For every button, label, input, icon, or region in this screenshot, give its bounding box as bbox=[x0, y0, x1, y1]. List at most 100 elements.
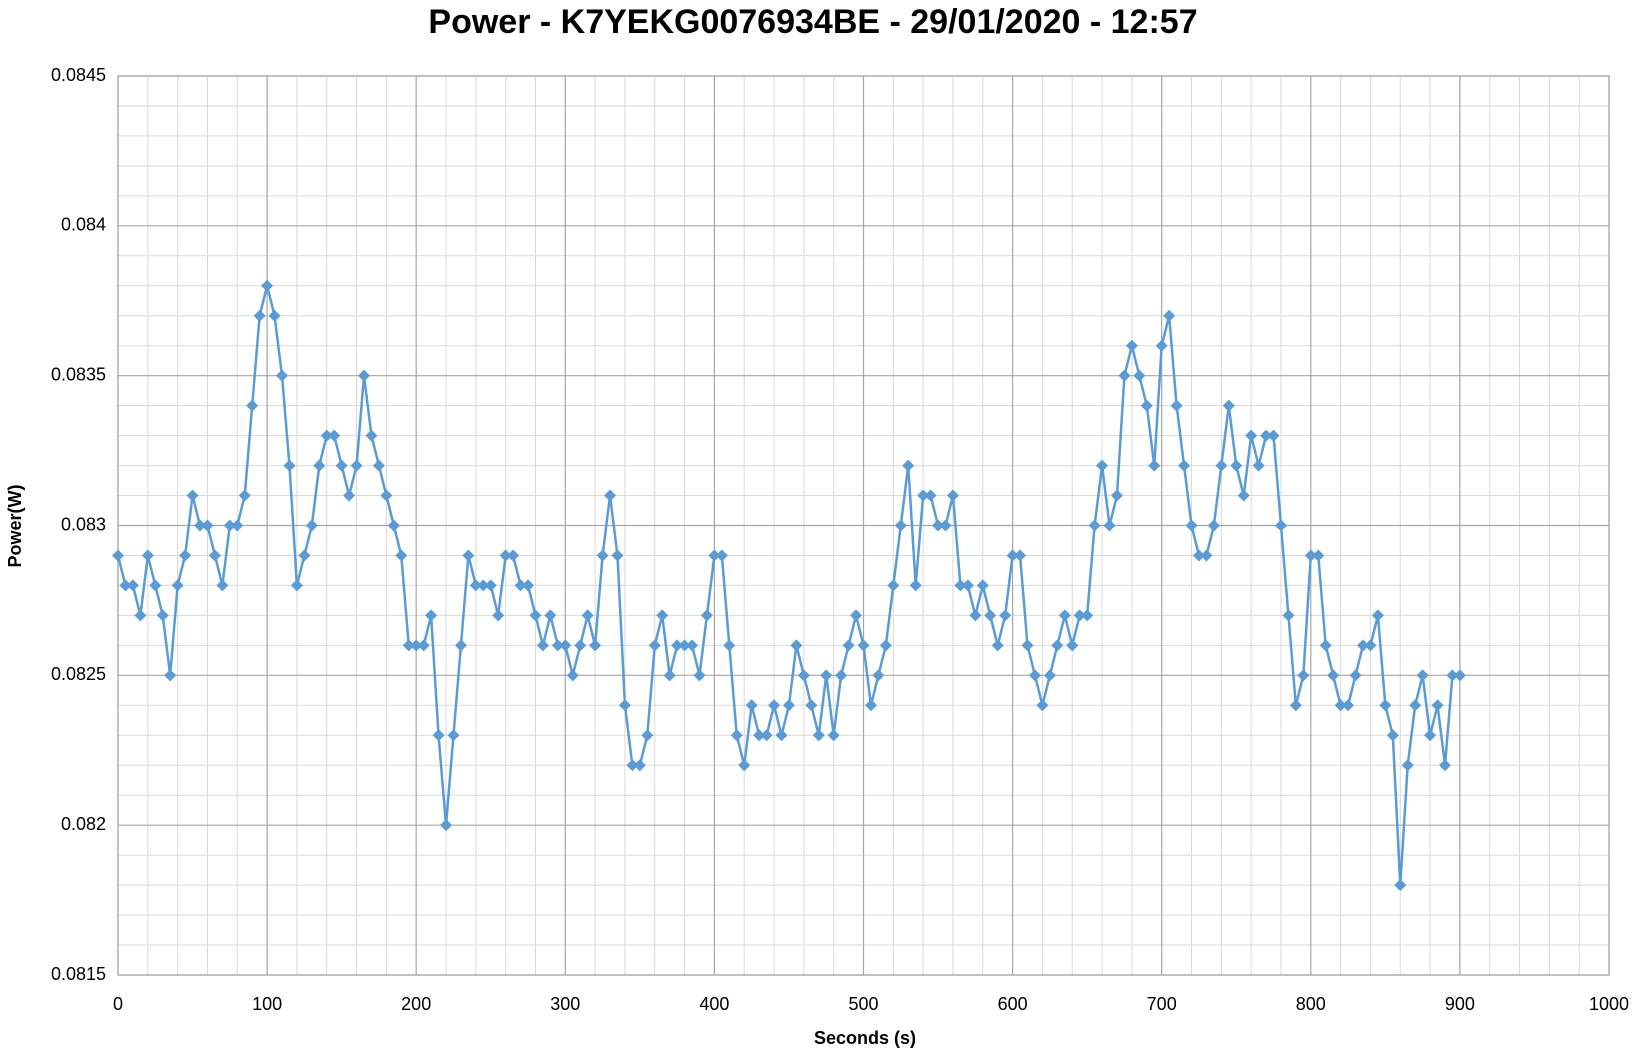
data-point bbox=[969, 609, 982, 622]
data-point bbox=[648, 639, 661, 652]
data-point bbox=[298, 549, 311, 562]
data-point bbox=[723, 639, 736, 652]
data-point bbox=[566, 669, 579, 682]
data-point bbox=[343, 489, 356, 502]
data-point bbox=[633, 759, 646, 772]
data-point bbox=[946, 489, 959, 502]
data-point bbox=[1133, 369, 1146, 382]
data-point bbox=[768, 699, 781, 712]
data-point bbox=[1207, 519, 1220, 532]
data-point bbox=[902, 459, 915, 472]
data-point bbox=[477, 579, 490, 592]
chart-title: Power - K7YEKG0076934BE - 29/01/2020 - 1… bbox=[428, 3, 1197, 41]
data-point bbox=[134, 609, 147, 622]
data-point bbox=[425, 609, 438, 622]
data-point bbox=[1088, 519, 1101, 532]
data-point bbox=[693, 669, 706, 682]
data-point bbox=[358, 369, 371, 382]
data-point bbox=[551, 639, 564, 652]
data-point bbox=[529, 609, 542, 622]
data-point bbox=[365, 429, 378, 442]
x-tick-label: 900 bbox=[1445, 994, 1475, 1014]
data-point bbox=[1386, 729, 1399, 742]
data-point bbox=[149, 579, 162, 592]
data-point bbox=[1006, 549, 1019, 562]
y-tick-label: 0.0815 bbox=[51, 964, 106, 984]
data-point bbox=[305, 519, 318, 532]
data-point bbox=[961, 579, 974, 592]
data-point bbox=[1356, 639, 1369, 652]
data-point bbox=[1289, 699, 1302, 712]
data-point bbox=[156, 609, 169, 622]
data-point bbox=[1043, 669, 1056, 682]
data-point bbox=[186, 489, 199, 502]
data-point bbox=[589, 639, 602, 652]
data-point bbox=[328, 429, 341, 442]
data-point bbox=[1304, 549, 1317, 562]
data-point bbox=[380, 489, 393, 502]
data-point bbox=[1446, 669, 1459, 682]
data-point bbox=[1125, 339, 1138, 352]
data-point bbox=[1349, 669, 1362, 682]
data-point bbox=[864, 699, 877, 712]
data-point bbox=[991, 639, 1004, 652]
data-point bbox=[1379, 699, 1392, 712]
data-point bbox=[1260, 429, 1273, 442]
data-point bbox=[223, 519, 236, 532]
data-point bbox=[522, 579, 535, 592]
data-point bbox=[1163, 309, 1176, 322]
data-point bbox=[126, 579, 139, 592]
data-point bbox=[775, 729, 788, 742]
data-point bbox=[1364, 639, 1377, 652]
data-point bbox=[1334, 699, 1347, 712]
data-point bbox=[1073, 609, 1086, 622]
data-point bbox=[1185, 519, 1198, 532]
data-point bbox=[596, 549, 609, 562]
x-axis-title: Seconds (s) bbox=[814, 1028, 916, 1048]
data-point bbox=[715, 549, 728, 562]
data-point bbox=[686, 639, 699, 652]
data-point bbox=[745, 699, 758, 712]
data-point bbox=[708, 549, 721, 562]
data-point bbox=[782, 699, 795, 712]
data-point bbox=[1192, 549, 1205, 562]
data-point bbox=[387, 519, 400, 532]
data-point bbox=[559, 639, 572, 652]
data-point bbox=[1021, 639, 1034, 652]
data-point bbox=[887, 579, 900, 592]
data-point bbox=[1096, 459, 1109, 472]
data-point bbox=[208, 549, 221, 562]
data-point bbox=[999, 609, 1012, 622]
data-point bbox=[514, 579, 527, 592]
data-point bbox=[350, 459, 363, 472]
data-point bbox=[171, 579, 184, 592]
data-point bbox=[1110, 489, 1123, 502]
data-point bbox=[1312, 549, 1325, 562]
data-point bbox=[812, 729, 825, 742]
data-point bbox=[604, 489, 617, 502]
data-point bbox=[574, 639, 587, 652]
data-point bbox=[276, 369, 289, 382]
data-point bbox=[805, 699, 818, 712]
data-point bbox=[1453, 669, 1466, 682]
data-point bbox=[1051, 639, 1064, 652]
data-point bbox=[663, 669, 676, 682]
plot bbox=[112, 279, 1466, 892]
data-point bbox=[1245, 429, 1258, 442]
data-point bbox=[611, 549, 624, 562]
x-tick-label: 1000 bbox=[1589, 994, 1629, 1014]
data-point bbox=[984, 609, 997, 622]
data-point bbox=[753, 729, 766, 742]
y-tick-label: 0.0845 bbox=[51, 65, 106, 85]
data-point bbox=[1237, 489, 1250, 502]
data-point bbox=[1058, 609, 1071, 622]
data-point bbox=[536, 639, 549, 652]
data-point bbox=[238, 489, 251, 502]
data-point bbox=[641, 729, 654, 742]
data-point bbox=[194, 519, 207, 532]
data-point bbox=[112, 549, 124, 562]
data-point bbox=[1148, 459, 1161, 472]
data-point bbox=[447, 729, 460, 742]
